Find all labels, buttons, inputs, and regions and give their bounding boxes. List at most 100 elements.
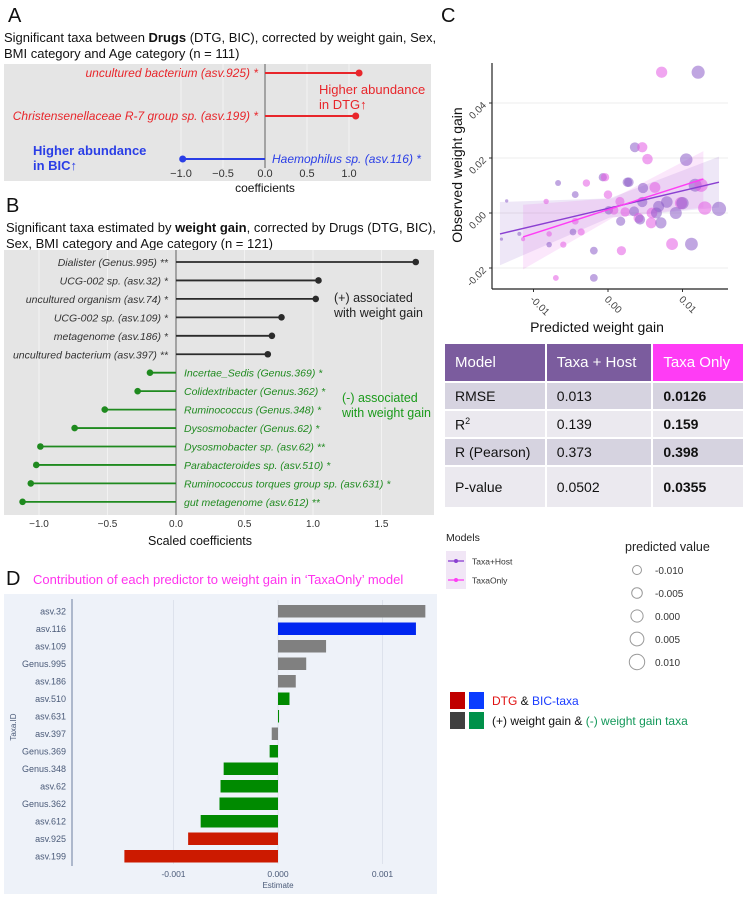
panel-b-taxon-label: Parabacteroides sp. (asv.510) *	[184, 460, 331, 472]
annotation-negative: with weight gain	[341, 406, 431, 420]
panel-c-point-taxa-host	[499, 237, 504, 241]
panel-b-lollipop-point	[312, 295, 320, 303]
panel-d-x-axis-label: Estimate	[262, 881, 294, 890]
panel-c-point-taxa-host	[637, 182, 649, 194]
panel-d-category-label: asv.631	[35, 712, 66, 722]
panel-c-point-taxa-host	[629, 142, 640, 153]
color-legend-line2: (+) weight gain & (-) weight gain taxa	[492, 714, 688, 728]
panel-d-category-label: Genus.362	[22, 799, 66, 809]
taxa-only-cell: 0.398	[653, 439, 743, 465]
panel-d-category-label: Genus.348	[22, 764, 66, 774]
panel-c-point-taxa-only	[577, 228, 585, 236]
legend-bic-text: BIC-taxa	[532, 694, 579, 708]
taxa-host-cell: 0.0502	[546, 467, 652, 507]
panel-d-bar-asv-510	[278, 692, 290, 705]
annotation-bic: in BIC↑	[33, 158, 77, 173]
panel-c-point-taxa-host	[589, 274, 598, 282]
panel-b-taxon-label: Ruminococcus torques group sp. (asv.631)…	[184, 478, 391, 490]
panel-b-lollipop-point	[71, 424, 78, 432]
header-taxa-host: Taxa + Host	[546, 344, 652, 381]
panel-d-tick-label: -0.001	[161, 869, 185, 879]
size-legend-circle-icon	[629, 631, 645, 647]
panel-d-bar-asv-186	[278, 675, 296, 688]
panel-c-point-taxa-only	[642, 153, 653, 165]
panel-label-c: C	[441, 5, 455, 27]
table-row: P-value 0.0502 0.0355	[445, 467, 743, 507]
panel-a-lollipop-point	[352, 112, 360, 120]
panel-c-point-taxa-host	[624, 177, 634, 187]
panel-c-point-taxa-only	[620, 207, 630, 217]
panel-d-bar-genus-995	[278, 657, 307, 670]
metric-cell: P-value	[445, 467, 545, 507]
panel-c-point-taxa-only	[616, 246, 627, 256]
panel-b-tick-label: −0.5	[98, 519, 118, 530]
panel-b-tick-label: 1.5	[375, 519, 389, 530]
panel-b-tick-label: 0.5	[238, 519, 252, 530]
panel-c-point-taxa-only	[560, 241, 567, 248]
title-bold-text: weight gain	[174, 220, 247, 235]
panel-d-bar-asv-199	[124, 850, 278, 863]
color-swatch-dtg	[450, 692, 465, 709]
legend-amp-text: &	[517, 694, 532, 708]
panel-d-category-label: asv.62	[40, 782, 66, 792]
annotation-dtg: Higher abundance	[319, 82, 425, 97]
taxa-host-cell: 0.013	[546, 383, 652, 409]
panel-label-d: D	[6, 568, 20, 590]
panel-c-point-taxa-host	[711, 201, 727, 216]
panel-c-point-taxa-only	[694, 178, 708, 192]
title-text: Significant taxa estimated by	[6, 220, 175, 235]
panel-b-taxon-label: Dysosmobacter sp. (asv.62) **	[184, 442, 326, 454]
panel-d-bar-genus-348	[223, 762, 278, 775]
panel-a-taxon-label: Christensenellaceae R-7 group sp. (asv.1…	[13, 109, 259, 123]
table-row: R2 0.139 0.159	[445, 411, 743, 437]
annotation-dtg: in DTG↑	[319, 97, 367, 112]
panel-d-category-label: asv.116	[36, 624, 66, 634]
panel-c-point-taxa-host	[569, 228, 577, 236]
taxa-only-cell: 0.0126	[653, 383, 743, 409]
title-text: , corrected by Drugs (DTG, BIC),	[247, 220, 436, 235]
panel-c-point-taxa-only	[546, 231, 552, 237]
panel-c-point-taxa-host	[655, 217, 667, 229]
legend-point-icon	[454, 578, 458, 582]
title-text: (DTG, BIC), corrected by weight gain, Se…	[186, 30, 436, 45]
panel-a-tick-label: 1.0	[341, 168, 356, 180]
panel-c-point-taxa-only	[582, 179, 591, 187]
panel-b-taxon-label: metagenome (asv.186) *	[54, 331, 169, 343]
metric-cell: R2	[445, 411, 545, 437]
color-swatch-bic	[469, 692, 484, 709]
models-legend-background	[446, 551, 466, 589]
panel-d-bar-genus-362	[219, 797, 278, 810]
panel-c-point-taxa-host	[669, 207, 682, 219]
models-legend-label: TaxaOnly	[472, 576, 508, 586]
panel-b-taxon-label: Incertae_Sedis (Genus.369) *	[184, 368, 323, 380]
panel-a-tick-label: 0.0	[257, 168, 272, 180]
size-legend-label: -0.005	[655, 589, 684, 600]
panel-d-category-label: Genus.369	[22, 747, 66, 757]
metric-cell: R (Pearson)	[445, 439, 545, 465]
size-legend-circle-icon	[628, 653, 646, 671]
color-legend-line1: DTG & BIC-taxa	[492, 694, 579, 708]
panel-c-point-taxa-host	[616, 216, 626, 226]
taxa-only-cell: 0.159	[653, 411, 743, 437]
panel-c-x-tick-label: -0.01	[527, 294, 551, 318]
table-row: RMSE 0.013 0.0126	[445, 383, 743, 409]
panel-b-lollipop-point	[32, 461, 40, 469]
panel-b-taxon-label: UCG-002 sp. (asv.109) *	[54, 312, 169, 324]
panel-b-lollipop-point	[278, 314, 285, 321]
panel-d-category-label: asv.612	[35, 817, 66, 827]
title-text: Significant taxa between	[4, 30, 149, 45]
panel-d-category-label: asv.186	[35, 677, 66, 687]
panel-b-lollipop-point	[101, 406, 109, 413]
panel-a-taxon-label: uncultured bacterium (asv.925) *	[85, 66, 258, 80]
panel-c-point-taxa-only	[637, 142, 648, 153]
panel-c-point-taxa-only	[698, 201, 712, 215]
panel-c-fit-line-th	[499, 181, 720, 235]
panel-d-bar-asv-116	[278, 622, 416, 635]
table-row: R (Pearson) 0.373 0.398	[445, 439, 743, 465]
panel-c-point-taxa-host	[505, 199, 509, 203]
panel-a-lollipop-point	[355, 69, 363, 77]
panel-c-point-taxa-host	[546, 241, 552, 248]
header-model: Model	[445, 344, 545, 381]
panel-b-taxon-label: gut metagenome (asv.612) **	[184, 497, 321, 509]
panel-b-lollipop-point	[146, 369, 154, 377]
